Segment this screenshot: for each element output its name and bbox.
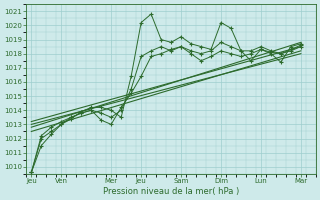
X-axis label: Pression niveau de la mer( hPa ): Pression niveau de la mer( hPa ) (103, 187, 239, 196)
